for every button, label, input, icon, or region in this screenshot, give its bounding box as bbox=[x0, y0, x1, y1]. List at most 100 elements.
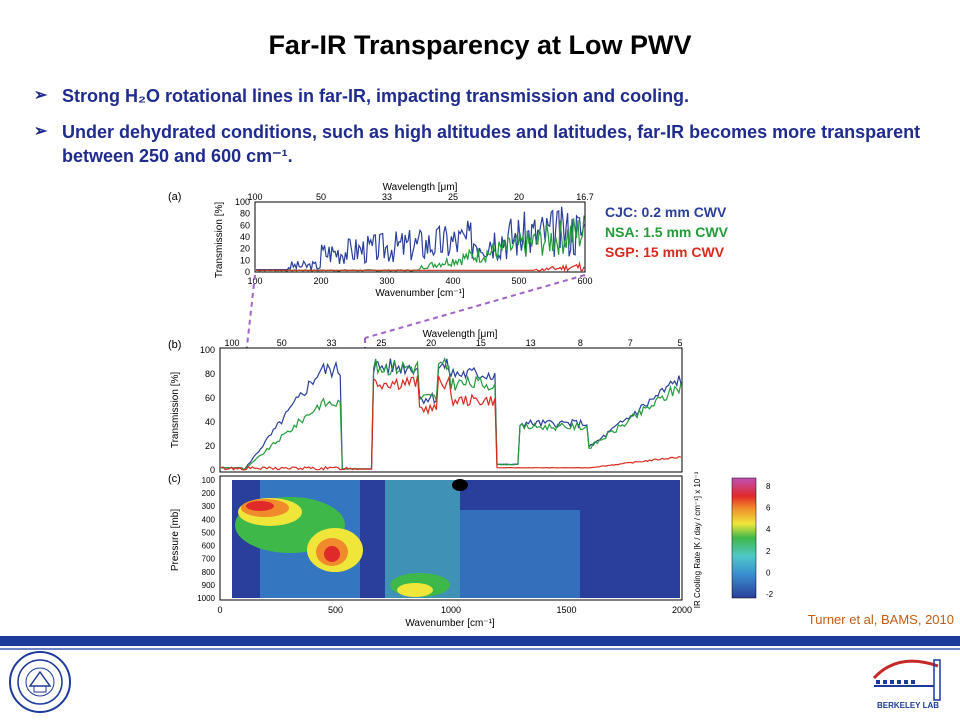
panel-b-nsa-line bbox=[220, 356, 682, 471]
arrow-bullet-icon: ➢ bbox=[34, 123, 48, 140]
panel-a-ytick: 0 bbox=[245, 267, 250, 277]
panel-a-xlabel: Wavenumber [cm⁻¹] bbox=[375, 288, 465, 299]
colorbar-tick: 2 bbox=[766, 547, 771, 556]
panel-a-ytick: 100 bbox=[235, 197, 250, 207]
panel-c-ytick: 700 bbox=[202, 555, 216, 564]
footer-line bbox=[0, 648, 960, 650]
transmission-figure: (a) Wavelength [μm] 100 50 33 25 20 16.7 0102… bbox=[168, 182, 774, 629]
panel-c-yticks: 100 200 300 400 500 600 700 800 900 1000 bbox=[197, 476, 215, 603]
panel-b-top-tick: 15 bbox=[476, 338, 486, 348]
berkeley-lab-text: BERKELEY LAB bbox=[877, 701, 939, 710]
bullet-1-text: Strong H₂O rotational lines in far-IR, i… bbox=[62, 86, 690, 106]
panel-b-top-tick: 8 bbox=[578, 338, 583, 348]
panel-b-top-tick: 100 bbox=[224, 338, 239, 348]
panel-c-xlabel: Wavenumber [cm⁻¹] bbox=[405, 618, 495, 629]
panel-a-ytick: 80 bbox=[240, 209, 250, 219]
panel-a-ytick: 40 bbox=[240, 232, 250, 242]
panel-c-ylabel: Pressure [mb] bbox=[170, 509, 181, 571]
panel-a-top-tick: 20 bbox=[514, 192, 524, 202]
panel-c-xtick: 1000 bbox=[441, 605, 461, 615]
panel-a-xtick: 600 bbox=[577, 276, 592, 286]
cooling-rate-heatmap bbox=[232, 479, 680, 598]
colorbar-label: IR Cooling Rate [K / day / cm⁻¹] x 10⁻³ bbox=[693, 471, 702, 608]
panel-a-xtick: 200 bbox=[313, 276, 328, 286]
panel-c-xtick: 2000 bbox=[672, 605, 692, 615]
panel-b-top-tick: 20 bbox=[426, 338, 436, 348]
panel-c-ytick: 200 bbox=[202, 489, 216, 498]
panel-c-xtick: 500 bbox=[328, 605, 343, 615]
panel-a-frame bbox=[254, 201, 586, 273]
panel-b-top-tick: 25 bbox=[376, 338, 386, 348]
panel-b-ytick: 60 bbox=[205, 393, 215, 403]
panel-c-ytick: 400 bbox=[202, 515, 216, 524]
panel-c-label: (c) bbox=[168, 473, 181, 485]
colorbar-tick: -2 bbox=[766, 590, 774, 599]
panel-b-top-tick: 50 bbox=[277, 338, 287, 348]
panel-a-series bbox=[255, 206, 585, 273]
panel-a-top-tick: 100 bbox=[247, 192, 262, 202]
panel-a-ylabel: Transmission [%] bbox=[214, 202, 225, 279]
bullet-2-text: Under dehydrated conditions, such as hig… bbox=[62, 122, 921, 166]
panel-b-sgp-line bbox=[220, 375, 682, 471]
footer-bar bbox=[0, 636, 960, 646]
colorbar-tick: 8 bbox=[766, 482, 771, 491]
panel-c-ytick: 500 bbox=[202, 528, 216, 537]
colorbar-tick: 4 bbox=[766, 525, 771, 534]
panel-b-top-tick: 33 bbox=[327, 338, 337, 348]
panel-c-ytick: 600 bbox=[202, 542, 216, 551]
panel-a-top-tick: 50 bbox=[316, 192, 326, 202]
panel-b-ylabel: Transmission [%] bbox=[170, 372, 181, 449]
panel-b-top-tick: 7 bbox=[628, 338, 633, 348]
panel-a-ytick: 10 bbox=[240, 255, 250, 265]
panel-b-ytick: 80 bbox=[205, 369, 215, 379]
panel-a-xticks: 100 200 300 400 500 600 bbox=[247, 276, 592, 286]
panel-c-ytick: 300 bbox=[202, 502, 216, 511]
colorbar-ticks: 8 6 4 2 0 -2 bbox=[766, 482, 774, 599]
panel-a-top-tick: 25 bbox=[448, 192, 458, 202]
panel-b-cjc-line bbox=[220, 358, 682, 471]
panel-c-ytick: 800 bbox=[202, 568, 216, 577]
citation: Turner et al, BAMS, 2010 bbox=[807, 612, 954, 627]
panel-c-ytick: 100 bbox=[202, 476, 216, 485]
panel-c-ytick: 900 bbox=[202, 581, 216, 590]
panel-b-yticks: 0 20 40 60 80 100 bbox=[200, 345, 215, 475]
seal-icon bbox=[9, 651, 71, 713]
legend-cjc: CJC: 0.2 mm CWV bbox=[605, 204, 727, 220]
panel-a-sgp-line bbox=[256, 261, 585, 273]
panel-b-ytick: 20 bbox=[205, 441, 215, 451]
panel-a-ytick: 60 bbox=[240, 220, 250, 230]
panel-c-xtick: 1500 bbox=[556, 605, 576, 615]
colorbar bbox=[731, 477, 757, 599]
panel-a-ytick: 20 bbox=[240, 244, 250, 254]
panel-b-ytick: 100 bbox=[200, 345, 215, 355]
panel-a-top-tick: 33 bbox=[382, 192, 392, 202]
colorbar-tick: 6 bbox=[766, 504, 771, 513]
panel-b-ytick: 0 bbox=[210, 465, 215, 475]
panel-c-xticks: 0 500 1000 1500 2000 bbox=[217, 605, 692, 615]
panel-c-xtick: 0 bbox=[217, 605, 222, 615]
connector-right bbox=[364, 274, 586, 339]
panel-b-label: (b) bbox=[168, 339, 181, 351]
panel-a-cjc-line bbox=[256, 206, 585, 271]
panel-b-series bbox=[220, 356, 682, 471]
panel-c-ytick: 1000 bbox=[197, 594, 215, 603]
berkeley-lab-logo: BERKELEY LAB bbox=[872, 659, 941, 710]
panel-a-xtick: 400 bbox=[445, 276, 460, 286]
panel-a-xtick: 100 bbox=[247, 276, 262, 286]
panel-b-frame bbox=[219, 347, 683, 473]
panel-a-xtick: 300 bbox=[379, 276, 394, 286]
panel-b-top-label: Wavelength [μm] bbox=[423, 329, 498, 340]
panel-a-top-tick: 16.7 bbox=[576, 192, 594, 202]
slide-title: Far-IR Transparency at Low PWV bbox=[268, 30, 692, 60]
arrow-bullet-icon: ➢ bbox=[34, 87, 48, 104]
panel-a-xtick: 500 bbox=[511, 276, 526, 286]
panel-b-top-tick: 13 bbox=[526, 338, 536, 348]
legend-nsa: NSA: 1.5 mm CWV bbox=[605, 224, 729, 240]
panel-b-top-ticks: 100 50 33 25 20 15 13 8 7 5 bbox=[224, 338, 682, 348]
legend-sgp: SGP: 15 mm CWV bbox=[605, 244, 725, 260]
panel-a-top-label: Wavelength [μm] bbox=[383, 182, 458, 193]
colorbar-tick: 0 bbox=[766, 568, 771, 577]
panel-b-ytick: 40 bbox=[205, 417, 215, 427]
panel-b-top-tick: 5 bbox=[677, 338, 682, 348]
